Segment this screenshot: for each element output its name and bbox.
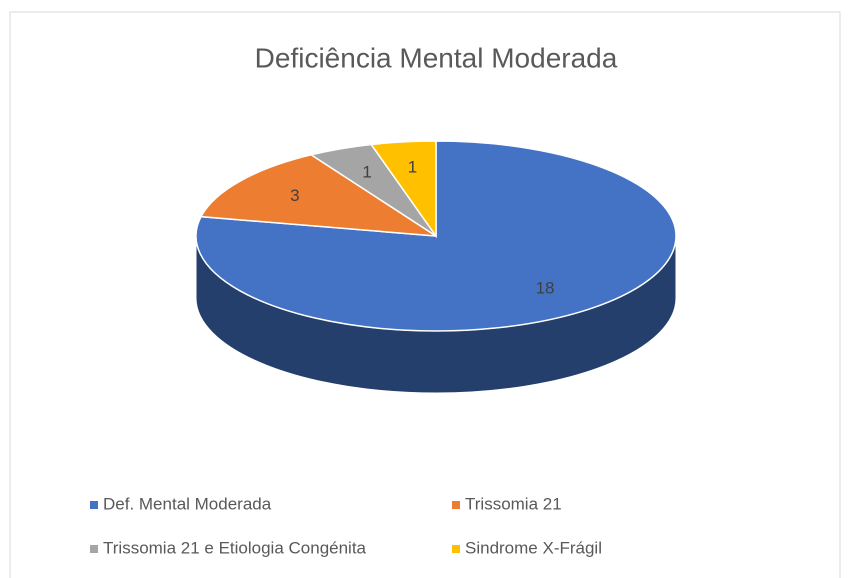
chart-title: Deficiência Mental Moderada xyxy=(255,42,618,73)
slice xyxy=(199,154,437,237)
data-label: 3 xyxy=(290,186,299,205)
legend-marker xyxy=(90,501,98,509)
slice xyxy=(195,140,677,332)
data-label: 18 xyxy=(536,279,555,298)
data-label: 1 xyxy=(408,158,417,177)
legend-label: Trissomia 21 e Etiologia Congénita xyxy=(103,538,367,557)
legend-label: Sindrome X-Frágil xyxy=(465,538,602,557)
legend-label: Trissomia 21 xyxy=(465,494,562,513)
legend-marker xyxy=(452,545,460,553)
legend-label: Def. Mental Moderada xyxy=(103,494,272,513)
legend-marker xyxy=(90,545,98,553)
legend-marker xyxy=(452,501,460,509)
data-label: 1 xyxy=(362,163,371,182)
slice xyxy=(369,140,437,239)
